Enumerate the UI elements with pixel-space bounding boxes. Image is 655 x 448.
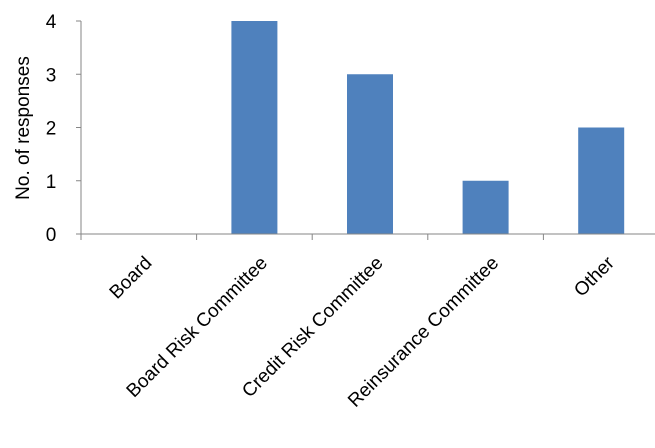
bar [578,127,625,234]
bar [462,180,509,234]
y-tick-label: 3 [46,65,57,86]
x-tick-label: Board [106,253,157,304]
x-tick-label: Other [570,252,619,301]
bars [231,21,625,234]
y-tick-label: 0 [46,225,57,246]
bar [231,21,278,234]
y-axis: 0 1 2 3 4 [46,12,82,246]
y-tick-label: 2 [46,119,57,140]
y-axis-title: No. of responses [13,56,34,200]
y-tick-label: 4 [46,12,57,33]
bar [347,74,393,234]
y-tick-label: 1 [46,172,57,193]
